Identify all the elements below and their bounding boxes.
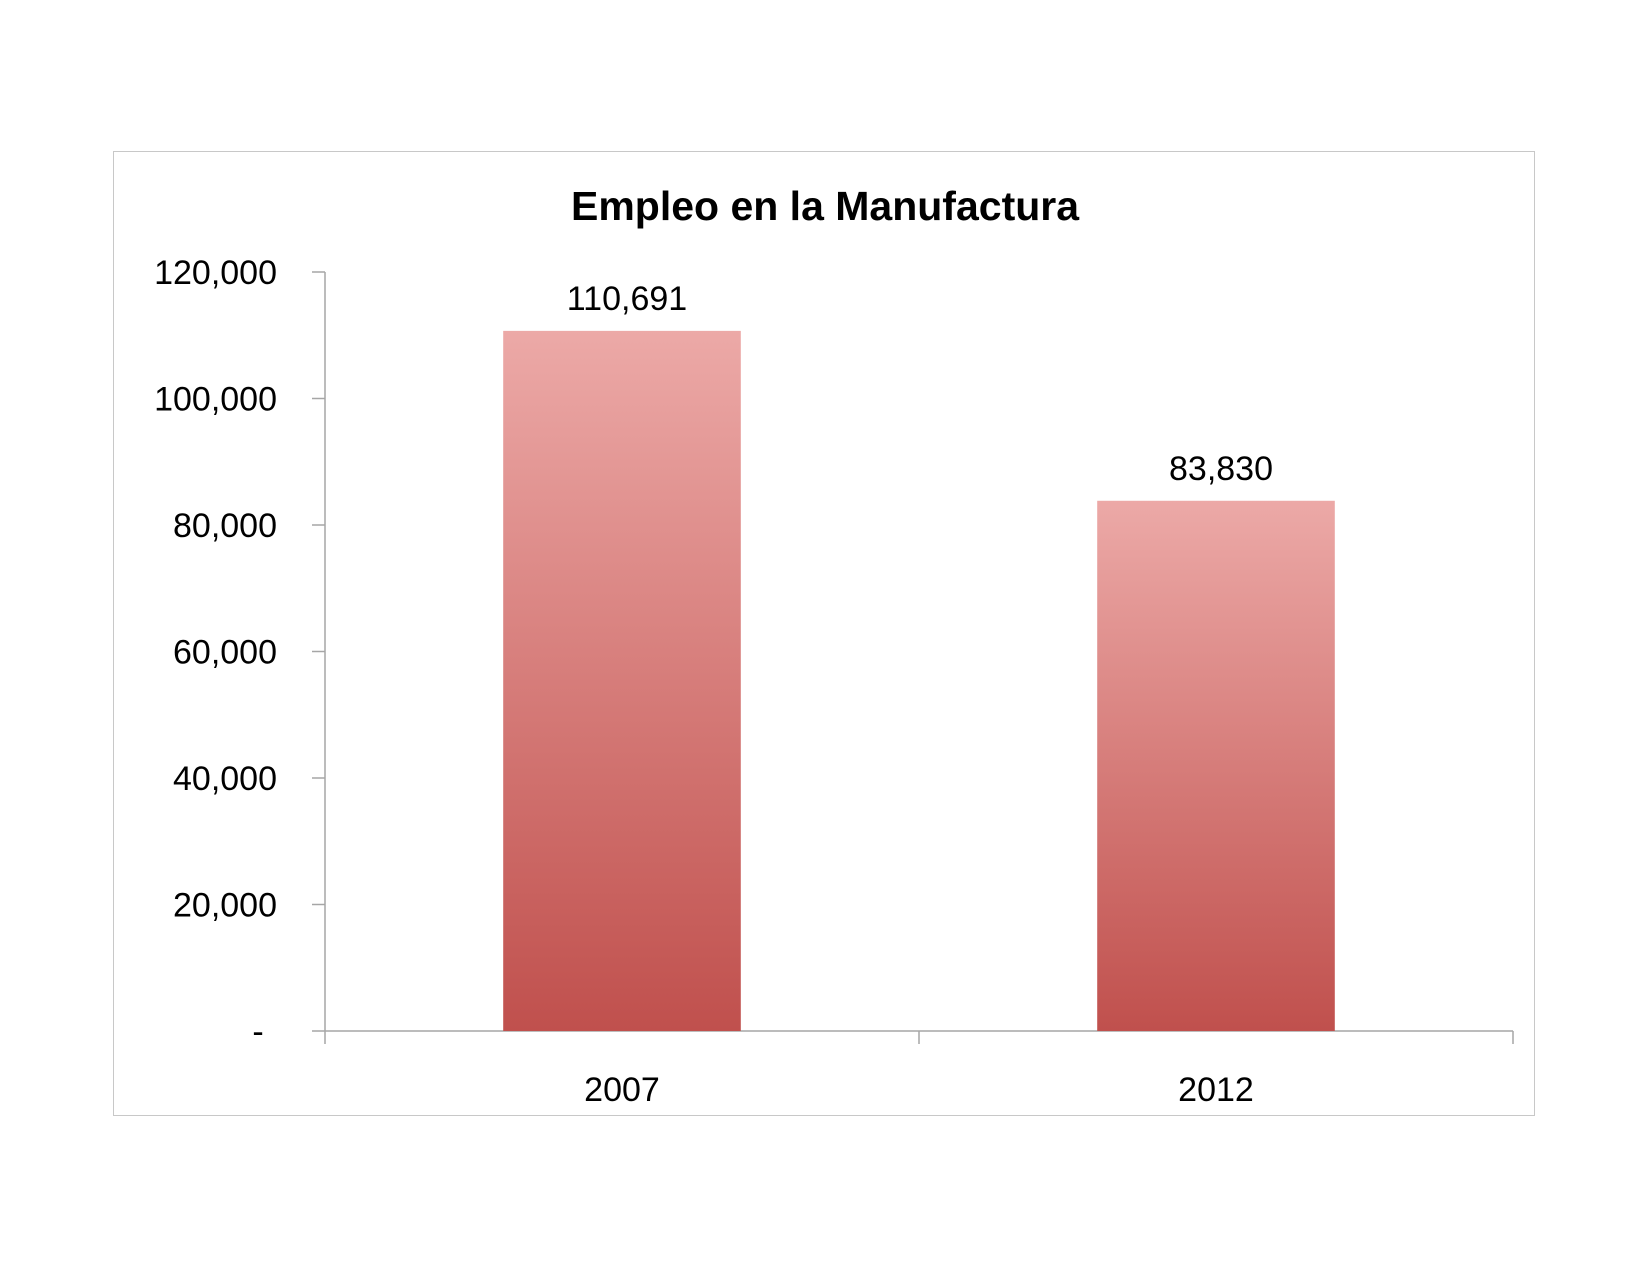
chart-title: Empleo en la Manufactura — [571, 183, 1080, 229]
y-tick-label: 60,000 — [173, 634, 277, 672]
y-tick-label: 120,000 — [154, 254, 277, 292]
data-labels: 110,691 83,830 — [567, 280, 1273, 488]
x-axis: 2007 2012 — [324, 1030, 1514, 1109]
data-label: 110,691 — [567, 280, 687, 318]
y-tick-label: 40,000 — [173, 760, 277, 798]
y-axis: - 20,000 40,000 60,000 80,000 100,000 120,000 — [154, 254, 326, 1051]
y-tick-label: 80,000 — [173, 507, 277, 545]
bars — [503, 330, 1335, 1032]
x-tick-label: 2012 — [1178, 1071, 1254, 1109]
x-tick-label: 2007 — [584, 1071, 660, 1109]
y-tick-label: 100,000 — [154, 381, 277, 419]
y-tick-label: - — [252, 1013, 263, 1051]
y-tick-label: 20,000 — [173, 887, 277, 925]
bar-2012 — [1097, 500, 1335, 1031]
bar-2007 — [503, 330, 741, 1032]
data-label: 83,830 — [1169, 450, 1273, 488]
